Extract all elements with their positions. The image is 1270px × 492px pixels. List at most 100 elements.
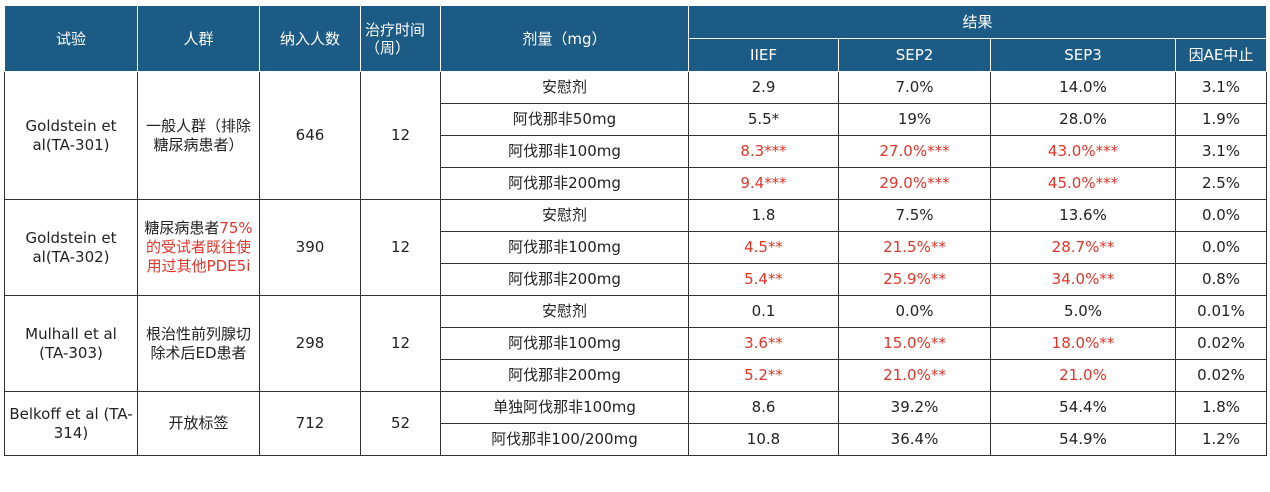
result-cell: 7.0%	[838, 71, 991, 104]
result-cell: 1.2%	[1174, 423, 1268, 456]
result-cell: 5.0%	[990, 295, 1176, 328]
enrolled-cell: 390	[259, 199, 361, 296]
result-cell: 5.4**	[688, 263, 839, 296]
dose-cell: 阿伐那非100mg	[440, 135, 689, 168]
result-cell: 1.8	[688, 199, 839, 232]
result-cell: 3.1%	[1174, 71, 1268, 104]
result-cell: 0.01%	[1174, 295, 1268, 328]
result-cell: 2.9	[688, 71, 839, 104]
result-cell: 1.8%	[1174, 391, 1268, 424]
result-cell: 21.0%**	[838, 359, 991, 392]
result-cell: 3.1%	[1174, 135, 1268, 168]
result-cell: 19%	[838, 103, 991, 136]
dose-cell: 阿伐那非200mg	[440, 359, 689, 392]
result-cell: 29.0%***	[838, 167, 991, 200]
table-body: Goldstein et al(TA-301) 一般人群（排除糖尿病患者） 646 1…	[4, 71, 1268, 456]
result-cell: 43.0%***	[990, 135, 1176, 168]
dose-cell: 单独阿伐那非100mg	[440, 391, 689, 424]
table-header: 试验 人群 纳入人数 治疗时间（周） 剂量（mg） 结果 IIEF SEP2 S…	[4, 5, 1268, 72]
result-cell: 14.0%	[990, 71, 1176, 104]
header-cell: IIEF	[688, 38, 839, 72]
weeks-cell: 12	[360, 71, 441, 200]
dose-cell: 安慰剂	[440, 199, 689, 232]
result-cell: 0.02%	[1174, 359, 1268, 392]
weeks-cell: 52	[360, 391, 441, 456]
result-cell: 0.0%	[1174, 231, 1268, 264]
header-cell: SEP3	[990, 38, 1176, 72]
result-cell: 0.0%	[1174, 199, 1268, 232]
result-cell: 25.9%**	[838, 263, 991, 296]
header-cell: 因AE中止	[1174, 38, 1268, 72]
result-cell: 1.9%	[1174, 103, 1268, 136]
table-row: 阿伐那非100/200mg 10.8 36.4% 54.9% 1.2%	[5, 423, 1268, 456]
result-cell: 13.6%	[990, 199, 1176, 232]
table-row: 阿伐那非200mg 9.4*** 29.0%*** 45.0%*** 2.5%	[5, 167, 1268, 200]
result-cell: 10.8	[688, 423, 839, 456]
result-cell: 8.3***	[688, 135, 839, 168]
population-text: 糖尿病患者	[144, 219, 220, 237]
trial-cell: Belkoff et al (TA-314)	[4, 391, 138, 456]
result-cell: 4.5**	[688, 231, 839, 264]
dose-cell: 安慰剂	[440, 71, 689, 104]
result-cell: 15.0%**	[838, 327, 991, 360]
table-row: Goldstein et al(TA-301) 一般人群（排除糖尿病患者） 646 1…	[4, 71, 1268, 200]
enrolled-cell: 646	[259, 71, 361, 200]
header-row: IIEF SEP2 SEP3 因AE中止	[5, 38, 1268, 72]
header-cell: 纳入人数	[259, 5, 361, 72]
enrolled-cell: 712	[259, 391, 361, 456]
table-row: 阿伐那非50mg 5.5* 19% 28.0% 1.9%	[5, 103, 1268, 136]
result-cell: 54.4%	[990, 391, 1176, 424]
dose-cell: 阿伐那非200mg	[440, 167, 689, 200]
dose-cell: 安慰剂	[440, 295, 689, 328]
population-cell: 糖尿病患者75%的受试者既往使用过其他PDE5i	[137, 199, 260, 296]
table-row: 阿伐那非100mg 8.3*** 27.0%*** 43.0%*** 3.1%	[5, 135, 1268, 168]
population-text: 开放标签	[168, 414, 229, 432]
header-row: 试验 人群 纳入人数 治疗时间（周） 剂量（mg） 结果	[4, 5, 1268, 72]
result-cell: 21.5%**	[838, 231, 991, 264]
result-cell: 45.0%***	[990, 167, 1176, 200]
result-cell: 5.5*	[688, 103, 839, 136]
result-cell: 8.6	[688, 391, 839, 424]
dose-cell: 阿伐那非100/200mg	[440, 423, 689, 456]
result-cell: 34.0%**	[990, 263, 1176, 296]
result-cell: 36.4%	[838, 423, 991, 456]
header-cell: 治疗时间（周）	[360, 5, 441, 72]
result-cell: 0.02%	[1174, 327, 1268, 360]
weeks-cell: 12	[360, 199, 441, 296]
table-row: 阿伐那非100mg 3.6** 15.0%** 18.0%** 0.02%	[5, 327, 1268, 360]
header-cell: SEP2	[838, 38, 991, 72]
result-cell: 3.6**	[688, 327, 839, 360]
result-cell: 28.0%	[990, 103, 1176, 136]
result-cell: 21.0%	[990, 359, 1176, 392]
population-cell: 一般人群（排除糖尿病患者）	[137, 71, 260, 200]
result-cell: 7.5%	[838, 199, 991, 232]
result-cell: 18.0%**	[990, 327, 1176, 360]
result-cell: 5.2**	[688, 359, 839, 392]
header-cell: 人群	[137, 5, 260, 72]
result-cell: 0.0%	[838, 295, 991, 328]
population-cell: 开放标签	[137, 391, 260, 456]
result-cell: 27.0%***	[838, 135, 991, 168]
result-cell: 0.8%	[1174, 263, 1268, 296]
table-row: 阿伐那非200mg 5.4** 25.9%** 34.0%** 0.8%	[5, 263, 1268, 296]
trial-cell: Goldstein et al(TA-301)	[4, 71, 138, 200]
result-cell: 9.4***	[688, 167, 839, 200]
weeks-cell: 12	[360, 295, 441, 392]
result-cell: 39.2%	[838, 391, 991, 424]
table-row: Goldstein et al(TA-302) 糖尿病患者75%的受试者既往使用过…	[4, 199, 1268, 296]
results-table: 试验 人群 纳入人数 治疗时间（周） 剂量（mg） 结果 IIEF SEP2 S…	[4, 5, 1268, 456]
population-cell: 根治性前列腺切除术后ED患者	[137, 295, 260, 392]
table-row: Belkoff et al (TA-314) 开放标签 712 52 单独阿伐那非100…	[4, 391, 1268, 456]
enrolled-cell: 298	[259, 295, 361, 392]
header-cell: 结果	[687, 5, 1268, 39]
trial-cell: Mulhall et al (TA-303)	[4, 295, 138, 392]
population-text: 一般人群（排除糖尿病患者）	[145, 116, 251, 154]
header-cell: 试验	[4, 5, 138, 72]
result-cell: 2.5%	[1174, 167, 1268, 200]
population-text: 75%的受试者既往使用过其他PDE5i	[145, 219, 253, 275]
result-cell: 54.9%	[990, 423, 1176, 456]
dose-cell: 阿伐那非100mg	[440, 327, 689, 360]
dose-cell: 阿伐那非100mg	[440, 231, 689, 264]
trial-cell: Goldstein et al(TA-302)	[4, 199, 138, 296]
